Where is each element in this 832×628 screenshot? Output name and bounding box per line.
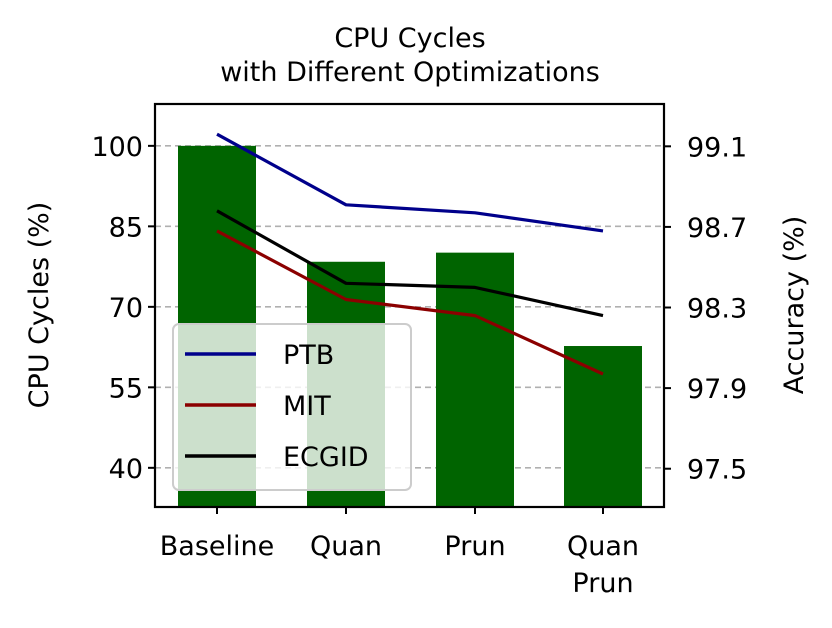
x-axis: Baseline Quan Prun Quan Prun: [160, 507, 639, 599]
line-mit: [216, 229, 604, 376]
bar: [436, 252, 514, 507]
legend-label: ECGID: [283, 442, 369, 473]
y-right-axis-label: Accuracy (%): [779, 216, 810, 395]
y-right-tick-label: 98.7: [687, 213, 747, 244]
y-tick-label: 70: [109, 293, 143, 324]
line-ptb: [216, 132, 604, 233]
y-axis-right: 97.5 97.9 98.3 98.7 99.1 Accuracy (%): [664, 132, 810, 486]
title-line: with Different Optimizations: [220, 57, 600, 88]
y-right-tick-label: 97.5: [687, 455, 747, 486]
line-series: [216, 132, 604, 376]
bar: [564, 346, 642, 507]
legend: PTB MIT ECGID: [172, 323, 412, 491]
x-tick-label: Prun: [444, 531, 505, 562]
x-tick-label: Quan: [567, 531, 639, 562]
x-tick-label: Prun: [572, 568, 633, 599]
legend-label: MIT: [283, 391, 331, 422]
y-axis-label: CPU Cycles (%): [24, 202, 55, 409]
title-line: CPU Cycles: [334, 23, 485, 54]
y-right-tick-label: 99.1: [687, 132, 747, 163]
y-axis-left: 40 55 70 85 100 CPU Cycles (%): [24, 132, 155, 485]
y-tick-label: 55: [109, 373, 143, 404]
legend-label: PTB: [283, 340, 334, 371]
y-right-tick-label: 97.9: [687, 374, 747, 405]
x-tick-label: Quan: [310, 531, 382, 562]
x-tick-label: Baseline: [160, 531, 274, 562]
legend-box: [172, 323, 412, 491]
plot-frame: [153, 102, 666, 509]
line-ecgid: [216, 209, 604, 318]
y-tick-label: 100: [91, 132, 143, 163]
y-tick-label: 85: [109, 212, 143, 243]
y-right-tick-label: 98.3: [687, 294, 747, 325]
y-tick-label: 40: [109, 454, 143, 485]
